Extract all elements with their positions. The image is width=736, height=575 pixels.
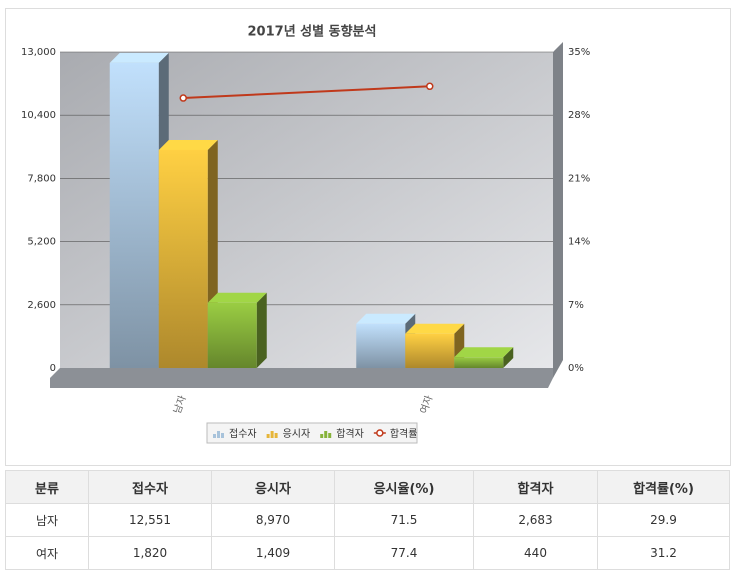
- legend-swatch: [270, 431, 274, 438]
- legend-swatch: [376, 429, 384, 437]
- y-tick-label: 10,400: [21, 110, 56, 121]
- y-tick-label: 7,800: [27, 173, 56, 184]
- y-tick-label: 5,200: [27, 237, 56, 248]
- data-table: 분류 접수자 응시자 응시율(%) 합격자 합격률(%) 남자 12,551 8…: [5, 470, 730, 570]
- legend-swatch: [274, 433, 278, 438]
- line: [183, 85, 430, 100]
- bar-top: [207, 292, 267, 303]
- bar-top: [405, 323, 465, 334]
- bar: [405, 333, 455, 368]
- bar-top: [454, 347, 514, 358]
- table-cell: 77.4: [334, 536, 474, 570]
- legend-label: 응시자: [283, 428, 311, 440]
- legend-swatch: [213, 434, 216, 438]
- floor: [50, 368, 553, 388]
- table-cell: 여자: [5, 536, 89, 570]
- legend-swatch: [328, 433, 332, 438]
- bar: [454, 357, 504, 368]
- table-cell: 440: [473, 536, 598, 570]
- y-tick-label: 2,600: [27, 300, 56, 311]
- table-cell: 29.9: [597, 503, 730, 537]
- bar: [158, 149, 208, 368]
- table-header: 응시자: [211, 470, 335, 504]
- legend-label: 접수자: [229, 428, 257, 440]
- legend-swatch: [266, 434, 270, 438]
- legend-swatch: [217, 431, 220, 438]
- table-header: 합격률(%): [597, 470, 730, 504]
- legend-box: [206, 422, 418, 444]
- y2-tick-label: 14%: [568, 237, 590, 248]
- x-tick-label: 여자: [418, 394, 436, 415]
- bar-top: [356, 313, 416, 324]
- bar: [356, 323, 406, 368]
- line-point: [426, 82, 434, 91]
- table-cell: 8,970: [211, 503, 335, 537]
- y-tick-label: 0: [50, 363, 56, 374]
- table-cell: 12,551: [88, 503, 212, 537]
- legend-label: 합격자: [336, 427, 364, 440]
- y2-tick-label: 35%: [568, 47, 590, 58]
- y2-tick-label: 21%: [568, 173, 590, 184]
- y2-tick-label: 7%: [568, 300, 584, 311]
- y-tick-label: 13,000: [21, 47, 56, 58]
- line-point: [179, 94, 187, 102]
- legend-swatch: [320, 434, 324, 438]
- table-cell: 남자: [5, 503, 89, 537]
- table-header: 응시율(%): [334, 470, 474, 504]
- table-cell: 31.2: [597, 536, 730, 570]
- table-header: 접수자: [88, 470, 212, 504]
- y2-tick-label: 0%: [568, 363, 584, 374]
- right-wall: [553, 42, 563, 378]
- chart-panel: [5, 8, 731, 466]
- table-cell: 2,683: [473, 503, 598, 537]
- y2-tick-label: 28%: [568, 110, 590, 121]
- x-tick-label: 남자: [171, 394, 189, 415]
- chart-title: 2017년 성별 동향분석: [248, 24, 377, 40]
- bar-top: [158, 139, 218, 150]
- table-header: 합격자: [473, 470, 598, 504]
- chart: 2017년 성별 동향분석 0 2,600 5,200 7,800 10,400 13,0…: [21, 24, 590, 444]
- bar-top: [109, 52, 169, 63]
- legend-swatch: [324, 431, 328, 438]
- table-cell: 1,409: [211, 536, 335, 570]
- bar: [109, 62, 159, 368]
- bar-side: [503, 347, 514, 368]
- table-cell: 71.5: [334, 503, 474, 537]
- bar-side: [256, 292, 267, 368]
- legend-swatch: [221, 433, 224, 438]
- bar: [207, 302, 257, 368]
- legend-label: 합격률: [390, 427, 418, 440]
- table-cell: 1,820: [88, 536, 212, 570]
- table-header: 분류: [5, 470, 89, 504]
